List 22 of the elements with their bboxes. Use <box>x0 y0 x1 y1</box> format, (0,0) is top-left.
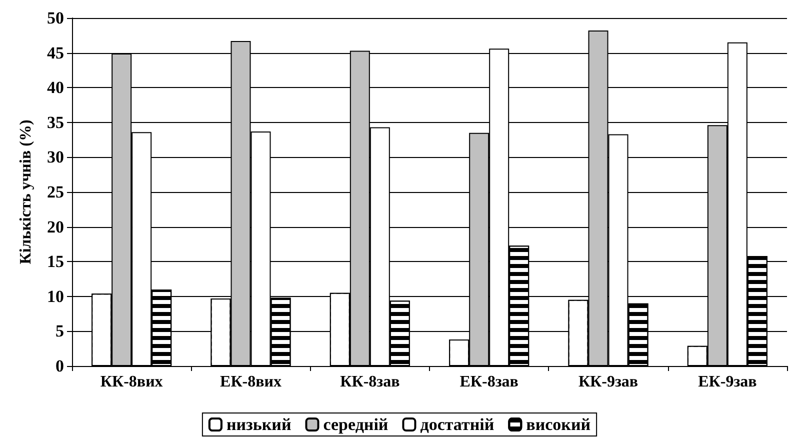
y-tick-label: 45 <box>47 43 64 62</box>
x-tick-label: ЕК-8вих <box>220 374 282 390</box>
y-tick-label: 10 <box>47 286 64 306</box>
y-tick-label: 35 <box>47 112 64 132</box>
y-tick-label: 5 <box>56 322 64 341</box>
x-tick-label: КК-8зав <box>340 374 400 390</box>
y-tick-label: 40 <box>47 78 64 98</box>
x-tick-label: КК-9зав <box>578 374 638 390</box>
y-axis-title: Кількість учнів (%) <box>18 120 34 264</box>
legend-label: достатній <box>420 415 494 434</box>
x-tick-label: КК-8вих <box>100 374 163 390</box>
y-tick-label: 15 <box>47 252 64 272</box>
y-tick-label: 50 <box>47 8 64 28</box>
y-tick-label: 20 <box>47 217 64 236</box>
x-tick-label: ЕК-8зав <box>460 374 519 390</box>
legend-label: високий <box>526 415 591 434</box>
y-tick-label: 0 <box>56 356 64 376</box>
x-tick-label: ЕК-9зав <box>698 374 758 390</box>
legend-label: середній <box>323 415 388 434</box>
y-tick-label: 25 <box>47 182 64 202</box>
y-tick-label: 30 <box>47 148 64 167</box>
legend-label: низький <box>226 415 292 434</box>
